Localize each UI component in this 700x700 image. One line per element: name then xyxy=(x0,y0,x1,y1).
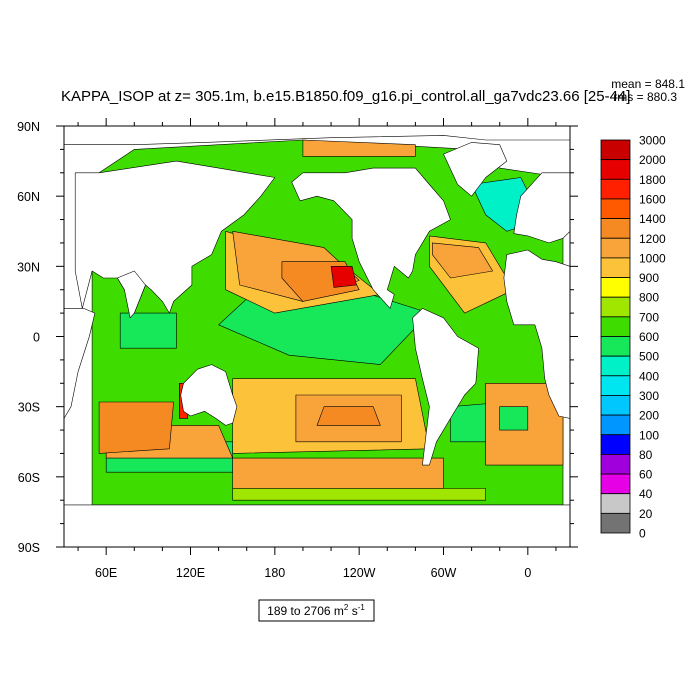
colorbar-swatch-6 xyxy=(600,257,631,278)
colorbar-swatch-10 xyxy=(600,336,631,357)
y-tick-label-2: 30N xyxy=(17,260,40,274)
land-masses xyxy=(64,126,570,547)
colorbar-label-17: 60 xyxy=(639,468,653,482)
colorbar-swatch-18 xyxy=(600,493,631,514)
colorbar-label-13: 300 xyxy=(639,389,659,403)
colorbar-swatch-0 xyxy=(600,139,631,161)
colorbar-swatch-14 xyxy=(600,414,631,436)
land-greenland xyxy=(443,142,508,197)
colorbar-label-4: 1400 xyxy=(639,212,666,226)
colorbar-label-16: 80 xyxy=(639,448,653,462)
contour-region-15 xyxy=(330,265,357,288)
x-tick-label-3: 120W xyxy=(343,566,376,580)
chart-title: KAPPA_ISOP at z= 305.1m, b.e15.B1850.f09… xyxy=(61,88,630,105)
y-tick-label-3: 0 xyxy=(33,331,40,345)
colorbar-swatch-12 xyxy=(600,375,631,396)
colorbar-label-11: 500 xyxy=(639,350,659,364)
land-india xyxy=(117,270,146,319)
colorbar-swatch-15 xyxy=(600,434,631,455)
colorbar-swatch-4 xyxy=(600,218,631,239)
colorbar-swatch-5 xyxy=(600,237,631,259)
contour-region-18 xyxy=(302,139,416,157)
land-australia xyxy=(180,364,238,426)
land-europe-east xyxy=(513,172,570,244)
colorbar-label-3: 1600 xyxy=(639,192,666,206)
land-south-america xyxy=(412,308,479,466)
colorbar: 3000200018001600140012001000900800700600… xyxy=(600,134,666,541)
colorbar-label-18: 40 xyxy=(639,487,653,501)
colorbar-label-15: 100 xyxy=(639,428,659,442)
contour-region-22 xyxy=(232,488,487,501)
colorbar-label-6: 1000 xyxy=(639,251,666,265)
x-tick-label-4: 60W xyxy=(431,566,457,580)
x-tick-label-0: 60E xyxy=(95,566,117,580)
colorbar-swatch-9 xyxy=(600,316,631,337)
colorbar-label-5: 1200 xyxy=(639,232,666,246)
colorbar-swatch-1 xyxy=(600,159,631,180)
contour-region-9 xyxy=(98,401,174,454)
land-africa xyxy=(64,308,96,419)
colorbar-label-12: 400 xyxy=(639,369,659,383)
axis-ticks: 60E 120E 180 120W 60W 0 90N 60N 30N 0 30S 60S 90S xyxy=(17,118,578,580)
contour-region-8 xyxy=(232,457,444,489)
land-north-america xyxy=(291,167,451,309)
stat-rms: rms = 880.3 xyxy=(613,90,677,104)
colorbar-swatch-2 xyxy=(600,178,631,200)
colorbar-label-20: 0 xyxy=(639,527,646,541)
colorbar-label-7: 900 xyxy=(639,271,659,285)
colorbar-label-9: 700 xyxy=(639,310,659,324)
colorbar-swatch-16 xyxy=(600,453,631,475)
x-tick-label-2: 180 xyxy=(264,566,285,580)
range-box: 189 to 2706 m2 s-1 xyxy=(258,599,375,622)
contour-region-11 xyxy=(499,406,529,431)
colorbar-swatch-17 xyxy=(600,473,631,495)
x-tick-label-1: 120E xyxy=(176,566,205,580)
colorbar-swatch-8 xyxy=(600,296,631,318)
y-tick-label-5: 60S xyxy=(18,471,40,485)
y-tick-label-0: 90N xyxy=(17,120,40,134)
x-tick-label-5: 0 xyxy=(524,566,531,580)
land-antarctica xyxy=(64,504,570,547)
land-arctic xyxy=(64,126,570,145)
colorbar-label-8: 800 xyxy=(639,291,659,305)
contour-region-6 xyxy=(316,406,381,426)
colorbar-label-10: 600 xyxy=(639,330,659,344)
colorbar-label-2: 1800 xyxy=(639,173,666,187)
colorbar-label-14: 200 xyxy=(639,409,659,423)
range-label: 189 to 2706 m2 s-1 xyxy=(267,603,365,618)
colorbar-label-19: 20 xyxy=(639,507,653,521)
land-africa-east xyxy=(503,249,570,419)
y-tick-label-6: 90S xyxy=(18,541,40,555)
contour-region-20 xyxy=(119,312,177,349)
y-tick-label-1: 60N xyxy=(17,190,40,204)
contour-region-17 xyxy=(431,242,494,279)
colorbar-swatch-13 xyxy=(600,395,631,416)
colorbar-swatch-3 xyxy=(600,198,631,219)
colorbar-swatch-7 xyxy=(600,277,631,298)
colorbar-label-0: 3000 xyxy=(639,134,666,148)
colorbar-label-1: 2000 xyxy=(639,153,666,167)
colorbar-swatch-19 xyxy=(600,512,631,534)
stat-mean: mean = 848.1 xyxy=(611,77,685,91)
y-tick-label-4: 30S xyxy=(18,401,40,415)
colorbar-swatch-11 xyxy=(600,355,631,377)
